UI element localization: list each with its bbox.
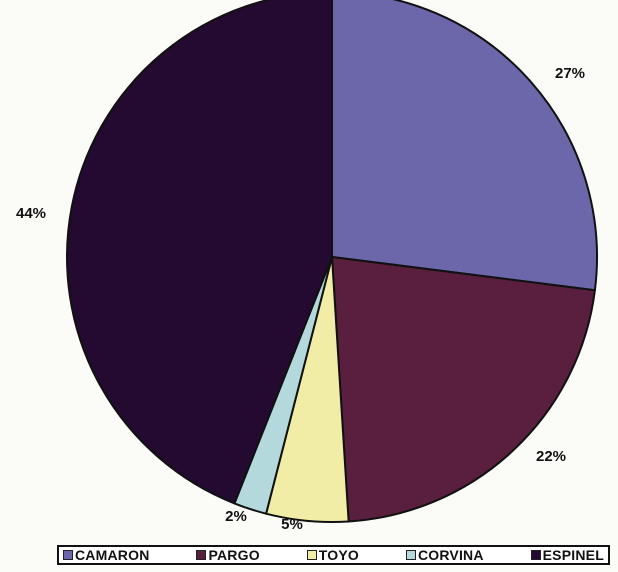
pie-slice-camaron xyxy=(331,0,598,292)
pie-label-espinel: 44% xyxy=(16,205,46,222)
legend-label-corvina: CORVINA xyxy=(417,547,484,563)
pie-label-camaron: 27% xyxy=(555,65,585,82)
pie-label-corvina: 2% xyxy=(225,508,247,525)
legend-swatch-espinel xyxy=(530,550,541,560)
legend-item-pargo: PARGO xyxy=(196,547,260,563)
pie-slice-espinel xyxy=(66,0,333,505)
pie-label-pargo: 22% xyxy=(536,448,566,465)
legend-swatch-pargo xyxy=(196,550,207,560)
chart-legend: CAMARON PARGO TOYO CORVINA ESPINEL xyxy=(57,545,610,565)
legend-label-camaron: CAMARON xyxy=(75,547,150,563)
pie-slice-pargo xyxy=(331,256,596,523)
legend-item-espinel: ESPINEL xyxy=(530,547,604,563)
legend-swatch-toyo xyxy=(306,550,317,560)
legend-swatch-corvina xyxy=(405,550,416,560)
legend-label-toyo: TOYO xyxy=(318,547,359,563)
pie-chart: 27% 22% 5% 2% 44% xyxy=(16,0,598,533)
legend-item-toyo: TOYO xyxy=(306,547,359,563)
legend-label-espinel: ESPINEL xyxy=(542,547,604,563)
legend-swatch-camaron xyxy=(63,550,73,560)
legend-label-pargo: PARGO xyxy=(208,547,260,563)
legend-item-camaron: CAMARON xyxy=(63,547,150,563)
pie-label-toyo: 5% xyxy=(281,516,303,533)
pie-slices xyxy=(66,0,598,523)
legend-item-corvina: CORVINA xyxy=(405,547,484,563)
pie-labels: 27% 22% 5% 2% 44% xyxy=(16,65,585,533)
